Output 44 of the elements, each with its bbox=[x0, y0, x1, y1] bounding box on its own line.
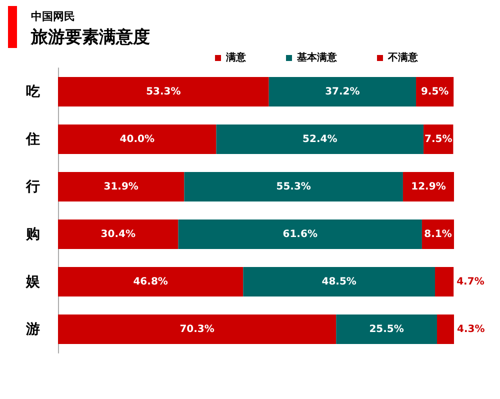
bar bbox=[435, 267, 454, 296]
data-label: 40.0% bbox=[120, 134, 154, 145]
legend-label: 满意 bbox=[225, 52, 247, 64]
bar bbox=[58, 220, 178, 249]
bar bbox=[58, 172, 184, 202]
bar bbox=[58, 124, 216, 154]
bar bbox=[243, 267, 436, 296]
bar bbox=[436, 314, 454, 344]
bar bbox=[58, 267, 244, 296]
bar bbox=[216, 124, 424, 154]
data-label: 4.3% bbox=[457, 324, 485, 335]
data-label: 55.3% bbox=[276, 181, 311, 192]
y-tick-label: 游 bbox=[25, 321, 40, 338]
chart-title: 旅游要素满意度 bbox=[30, 28, 150, 48]
data-label: 61.6% bbox=[282, 228, 318, 240]
data-label: 12.9% bbox=[411, 181, 446, 192]
data-label: 53.3% bbox=[146, 86, 181, 98]
y-tick-label: 娱 bbox=[25, 274, 41, 290]
bar bbox=[268, 77, 416, 106]
data-label: 4.7% bbox=[456, 276, 484, 288]
legend-label: 基本满意 bbox=[296, 52, 338, 64]
legend-label: 不满意 bbox=[387, 52, 419, 64]
data-label: 9.5% bbox=[420, 86, 449, 98]
data-label: 46.8% bbox=[133, 276, 168, 288]
bar bbox=[402, 172, 454, 202]
data-label: 30.4% bbox=[100, 228, 136, 240]
data-label: 31.9% bbox=[104, 181, 138, 192]
bar bbox=[58, 77, 269, 106]
y-tick-label: 吃 bbox=[26, 84, 40, 100]
bar bbox=[184, 172, 403, 202]
bar bbox=[178, 220, 422, 249]
chart-subtitle: 中国网民 bbox=[31, 10, 75, 23]
data-label: 37.2% bbox=[325, 86, 360, 98]
data-label: 70.3% bbox=[180, 324, 214, 335]
data-label: 25.5% bbox=[369, 324, 404, 335]
y-tick-label: 购 bbox=[25, 226, 40, 242]
bar bbox=[336, 314, 437, 344]
y-tick-label: 住 bbox=[25, 131, 40, 148]
data-label: 7.5% bbox=[424, 134, 452, 145]
data-label: 8.1% bbox=[424, 228, 452, 240]
bar bbox=[58, 314, 336, 344]
y-tick-label: 行 bbox=[25, 178, 40, 195]
data-label: 52.4% bbox=[302, 134, 338, 145]
data-label: 48.5% bbox=[322, 276, 356, 288]
